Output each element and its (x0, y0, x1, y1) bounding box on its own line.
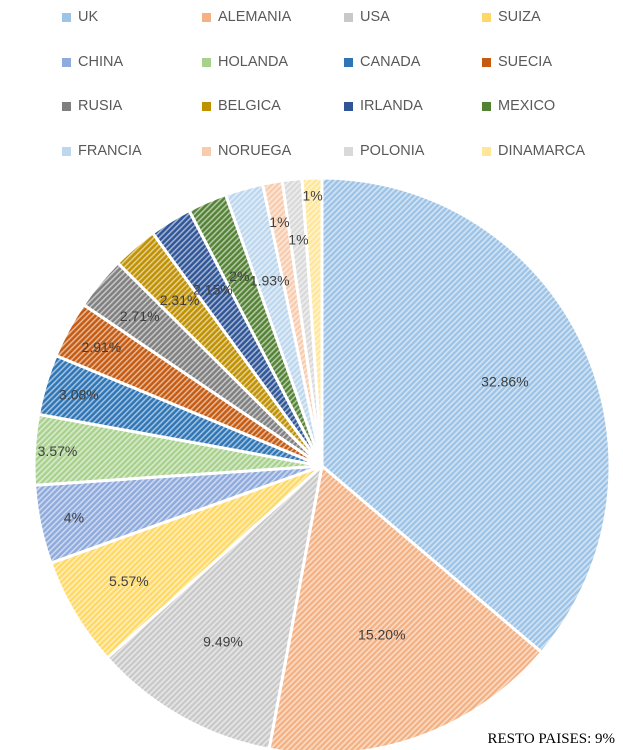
legend-label: SUIZA (498, 9, 541, 25)
chart-legend: UK ALEMANIA USA SUIZA CHINA HOLANDA CANADA SUEC… (0, 0, 623, 175)
legend-item-holanda: HOLANDA (202, 54, 288, 70)
legend-item-suecia: SUECIA (482, 54, 552, 70)
legend-swatch (202, 12, 211, 22)
legend-label: HOLANDA (218, 54, 289, 70)
slice-label-irlanda: 2.15% (193, 282, 233, 298)
legend-label: NORUEGA (218, 143, 292, 159)
legend-label: POLONIA (360, 143, 425, 159)
legend-label: CHINA (78, 54, 124, 70)
slice-label-noruega: 1% (269, 214, 289, 230)
slice-label-rusia: 2.71% (120, 308, 160, 324)
legend-swatch (62, 146, 71, 156)
legend-label: ALEMANIA (218, 9, 292, 25)
slice-label-dinamarca: 1% (302, 187, 322, 203)
legend-item-suiza: SUIZA (482, 9, 541, 25)
legend-swatch (202, 57, 211, 67)
legend-label: DINAMARCA (498, 143, 586, 159)
slice-label-mexico: 2% (229, 268, 249, 284)
legend-label: FRANCIA (78, 143, 142, 159)
slice-uk (320, 176, 612, 654)
slice-usa (105, 464, 324, 750)
slice-label-francia: 1.93% (250, 272, 290, 288)
legend-swatch (344, 146, 353, 156)
legend-item-canada: CANADA (344, 54, 420, 70)
legend-label: CANADA (360, 54, 421, 70)
legend-swatch (62, 101, 71, 111)
legend-swatch (482, 57, 491, 67)
legend-swatch (62, 12, 71, 22)
legend-swatch (482, 146, 491, 156)
legend-item-noruega: NORUEGA (202, 143, 291, 159)
legend-swatch (344, 57, 353, 67)
slice-label-usa: 9.49% (203, 634, 243, 650)
legend-swatch (482, 101, 491, 111)
legend-item-alemania: ALEMANIA (202, 9, 291, 25)
slice-label-suiza: 5.57% (109, 573, 149, 589)
legend-label: USA (360, 9, 390, 25)
legend-label: SUECIA (498, 54, 552, 70)
slice-label-uk: 32.86% (481, 373, 528, 389)
slice-label-canada: 3.08% (59, 386, 99, 402)
legend-label: RUSIA (78, 98, 123, 114)
legend-label: UK (78, 9, 99, 25)
legend-label: MEXICO (498, 98, 556, 114)
legend-item-uk: UK (62, 9, 98, 25)
slice-alemania (267, 464, 544, 750)
legend-swatch (344, 101, 353, 111)
legend-swatch (202, 101, 211, 111)
legend-item-polonia: POLONIA (344, 143, 424, 159)
legend-item-francia: FRANCIA (62, 143, 142, 159)
slice-label-alemania: 15.20% (358, 626, 405, 642)
legend-label: IRLANDA (360, 98, 423, 114)
legend-item-usa: USA (344, 9, 390, 25)
rest-countries-note: RESTO PAISES: 9% (487, 731, 615, 747)
legend-item-irlanda: IRLANDA (344, 98, 423, 114)
slice-label-polonia: 1% (288, 232, 308, 248)
slice-dinamarca (300, 176, 324, 468)
legend-item-mexico: MEXICO (482, 98, 555, 114)
legend-label: BELGICA (218, 98, 281, 114)
legend-swatch (344, 12, 353, 22)
legend-swatch (62, 57, 71, 67)
legend-swatch (202, 146, 211, 156)
slice-label-belgica: 2.31% (160, 292, 200, 308)
legend-item-belgica: BELGICA (202, 98, 281, 114)
slice-label-holanda: 3.57% (38, 443, 78, 459)
legend-item-rusia: RUSIA (62, 98, 122, 114)
slice-label-suecia: 2.91% (82, 339, 122, 355)
legend-item-dinamarca: DINAMARCA (482, 143, 585, 159)
slice-label-china: 4% (64, 510, 84, 526)
legend-swatch (482, 12, 491, 22)
legend-item-china: CHINA (62, 54, 123, 70)
